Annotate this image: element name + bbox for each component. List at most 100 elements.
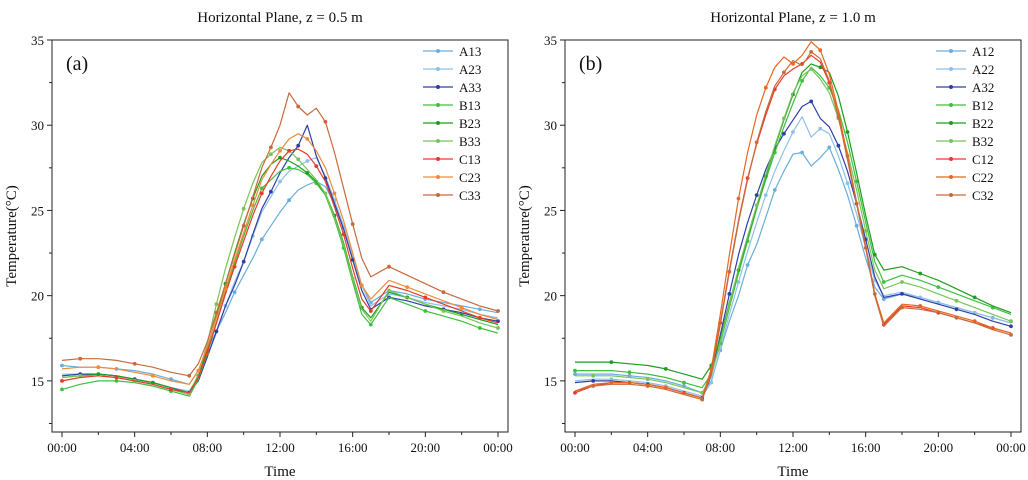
series-line xyxy=(61,167,499,397)
data-point xyxy=(818,48,823,53)
x-tick-label: 08:00 xyxy=(193,440,223,455)
data-point xyxy=(387,264,391,269)
legend-label: A13 xyxy=(459,44,481,59)
series-line xyxy=(61,157,499,394)
series-line xyxy=(574,54,1012,399)
legend-marker xyxy=(949,157,953,161)
data-point xyxy=(591,373,596,378)
legend-item: A12 xyxy=(936,44,994,59)
series-line xyxy=(575,63,1012,380)
legend-label: B23 xyxy=(459,116,481,131)
data-point xyxy=(609,377,614,382)
series-c22 xyxy=(574,41,1012,399)
data-point xyxy=(241,223,246,228)
legend-marker xyxy=(436,175,440,179)
data-point xyxy=(591,384,596,388)
legend-label: C32 xyxy=(972,188,994,203)
data-point xyxy=(441,290,446,295)
data-point xyxy=(627,370,632,375)
data-point xyxy=(150,373,155,378)
data-point xyxy=(745,263,750,267)
data-point xyxy=(936,285,941,289)
series-b22 xyxy=(575,63,1012,380)
data-point xyxy=(900,305,904,310)
data-point xyxy=(60,387,64,392)
data-point xyxy=(387,288,391,293)
legend-marker xyxy=(436,103,440,107)
data-point xyxy=(60,379,64,383)
data-point xyxy=(96,365,101,370)
data-point xyxy=(214,329,219,334)
legend-label: C22 xyxy=(972,170,994,185)
data-point xyxy=(800,79,804,83)
data-point xyxy=(918,304,923,308)
data-point xyxy=(727,292,732,296)
data-point xyxy=(350,222,355,227)
data-point xyxy=(341,232,346,237)
data-point xyxy=(314,164,319,169)
data-point xyxy=(1009,324,1013,329)
y-tick-label: 20 xyxy=(544,289,557,304)
data-point xyxy=(323,119,328,124)
x-tick-label: 04:00 xyxy=(120,440,150,455)
data-point xyxy=(296,157,301,162)
legend-item: A13 xyxy=(423,44,481,59)
data-point xyxy=(269,152,273,157)
data-point xyxy=(845,181,850,186)
x-tick-label: 00:00 xyxy=(47,440,77,455)
data-point xyxy=(1009,319,1013,324)
data-point xyxy=(350,258,355,262)
data-point xyxy=(287,165,291,170)
chart-title: Horizontal Plane, z = 0.5 m xyxy=(197,10,363,26)
data-point xyxy=(278,179,282,184)
legend-marker xyxy=(949,85,953,89)
data-point xyxy=(791,62,795,66)
data-point xyxy=(972,295,977,300)
x-tick-label: 12:00 xyxy=(265,440,295,455)
data-point xyxy=(863,246,868,250)
data-point xyxy=(700,397,705,402)
series-b23 xyxy=(61,155,499,394)
x-tick-label: 16:00 xyxy=(338,440,368,455)
legend-marker xyxy=(436,85,440,89)
series-a13 xyxy=(60,179,499,385)
data-point xyxy=(854,179,859,184)
legend-item: A32 xyxy=(936,80,994,95)
data-point xyxy=(350,276,355,281)
data-point xyxy=(477,326,482,330)
data-point xyxy=(800,150,804,155)
series-line xyxy=(575,146,1012,394)
series-c33 xyxy=(61,92,500,378)
data-point xyxy=(423,309,428,313)
data-point xyxy=(287,148,291,153)
data-point xyxy=(627,373,632,378)
legend-marker xyxy=(436,49,440,53)
panel-label: (b) xyxy=(579,53,602,75)
data-point xyxy=(441,309,446,313)
y-tick-label: 25 xyxy=(31,203,44,218)
legend-item: B32 xyxy=(936,134,994,149)
series-c23 xyxy=(61,133,499,385)
data-point xyxy=(754,140,759,145)
data-point xyxy=(827,145,832,150)
data-point xyxy=(772,188,777,192)
legend-label: B22 xyxy=(972,116,994,131)
data-point xyxy=(259,186,264,191)
data-point xyxy=(609,360,614,364)
legend-label: C12 xyxy=(972,152,994,167)
data-point xyxy=(368,322,373,327)
data-point xyxy=(1009,333,1013,337)
data-point xyxy=(96,372,101,376)
data-point xyxy=(736,280,741,284)
legend-item: C23 xyxy=(423,170,481,185)
y-axis-label: Temperature(°C) xyxy=(517,185,533,287)
data-point xyxy=(881,297,886,301)
data-point xyxy=(332,191,337,196)
data-point xyxy=(232,264,237,269)
data-point xyxy=(459,305,464,310)
data-point xyxy=(214,302,219,307)
series-b32 xyxy=(575,67,1013,395)
series-line xyxy=(574,100,1012,399)
data-point xyxy=(305,171,310,175)
